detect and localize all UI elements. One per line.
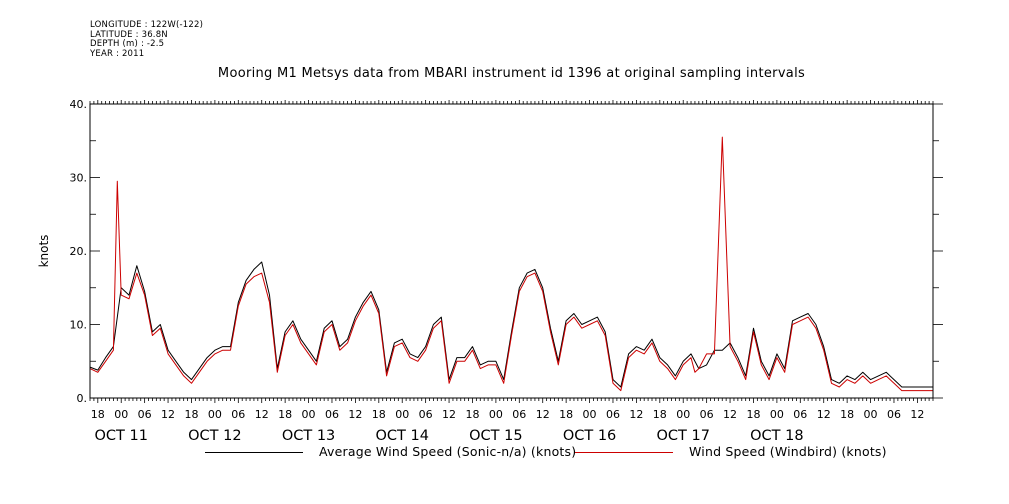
x-tick-label: 00 (302, 408, 316, 421)
series-layer (89, 136, 933, 392)
legend-label-windbird: Wind Speed (Windbird) (knots) (689, 444, 887, 459)
x-tick-label: 00 (864, 408, 878, 421)
x-tick-label: 18 (184, 408, 198, 421)
x-tick-label: 12 (910, 408, 924, 421)
plot-frame (89, 103, 934, 399)
latitude-label: LATITUDE : 36.8N (90, 29, 168, 40)
x-tick-label: 06 (231, 408, 245, 421)
x-date-label: OCT 13 (282, 428, 335, 444)
x-tick-label: 06 (606, 408, 620, 421)
y-tick-label: 40. (70, 98, 88, 111)
x-tick-label: 06 (512, 408, 526, 421)
legend-item-average: Average Wind Speed (Sonic-n/a) (knots) (205, 444, 576, 459)
x-tick-label: 00 (208, 408, 222, 421)
chart-title: Mooring M1 Metsys data from MBARI instru… (217, 66, 806, 81)
x-tick-label: 12 (817, 408, 831, 421)
x-tick-label: 18 (372, 408, 386, 421)
x-tick-label: 18 (840, 408, 854, 421)
x-tick-label: 06 (419, 408, 433, 421)
x-tick-label: 00 (583, 408, 597, 421)
x-tick-label: 00 (114, 408, 128, 421)
y-tick-label: 30. (70, 172, 88, 185)
x-tick-label: 18 (278, 408, 292, 421)
y-tick-label: 20. (70, 245, 88, 258)
x-tick-label: 00 (676, 408, 690, 421)
x-date-label: OCT 16 (563, 428, 616, 444)
x-tick-label: 06 (700, 408, 714, 421)
x-date-label: OCT 17 (656, 428, 709, 444)
x-tick-label: 06 (793, 408, 807, 421)
x-date-label: OCT 14 (375, 428, 428, 444)
legend: Average Wind Speed (Sonic-n/a) (knots) W… (0, 444, 1009, 464)
x-tick-label: 12 (442, 408, 456, 421)
y-tick-label: 10. (70, 319, 88, 332)
x-tick-label: 00 (395, 408, 409, 421)
x-tick-label: 18 (559, 408, 573, 421)
legend-line-black (205, 451, 303, 454)
x-tick-label: 18 (746, 408, 760, 421)
x-date-label: OCT 15 (469, 428, 522, 444)
x-tick-label: 12 (723, 408, 737, 421)
legend-item-windbird: Wind Speed (Windbird) (knots) (575, 444, 887, 459)
x-tick-label: 06 (325, 408, 339, 421)
station-metadata: LONGITUDE : 122W(-122) LATITUDE : 36.8N … (90, 20, 204, 59)
x-tick-label: 00 (489, 408, 503, 421)
depth-label: DEPTH (m) : -2.5 (90, 39, 165, 49)
x-tick-label: 12 (348, 408, 362, 421)
x-tick-label: 12 (255, 408, 269, 421)
x-tick-label: 18 (465, 408, 479, 421)
y-tick-label: 0. (77, 392, 88, 405)
x-tick-label: 18 (653, 408, 667, 421)
y-axis-label: knots (37, 235, 51, 268)
x-tick-label: 12 (161, 408, 175, 421)
x-date-label: OCT 12 (188, 428, 241, 444)
labels-layer: 0. 10. 20. 30. 40. knots 18 00 06 12 18 00 06 12 18 00 0… (37, 98, 924, 444)
x-tick-label: 12 (629, 408, 643, 421)
year-label: YEAR : 2011 (90, 48, 145, 59)
x-tick-label: 06 (887, 408, 901, 421)
x-tick-label: 06 (138, 408, 152, 421)
series-line-0 (89, 261, 933, 388)
ticks-layer (89, 100, 943, 403)
x-tick-label: 12 (536, 408, 550, 421)
longitude-label: LONGITUDE : 122W(-122) (90, 20, 204, 30)
legend-label-average: Average Wind Speed (Sonic-n/a) (knots) (319, 444, 577, 459)
x-date-label: OCT 18 (750, 428, 803, 444)
x-tick-label: 18 (91, 408, 105, 421)
series-line-1 (89, 136, 933, 392)
x-date-label: OCT 11 (94, 428, 147, 444)
x-tick-label: 00 (770, 408, 784, 421)
legend-line-red (575, 451, 673, 454)
